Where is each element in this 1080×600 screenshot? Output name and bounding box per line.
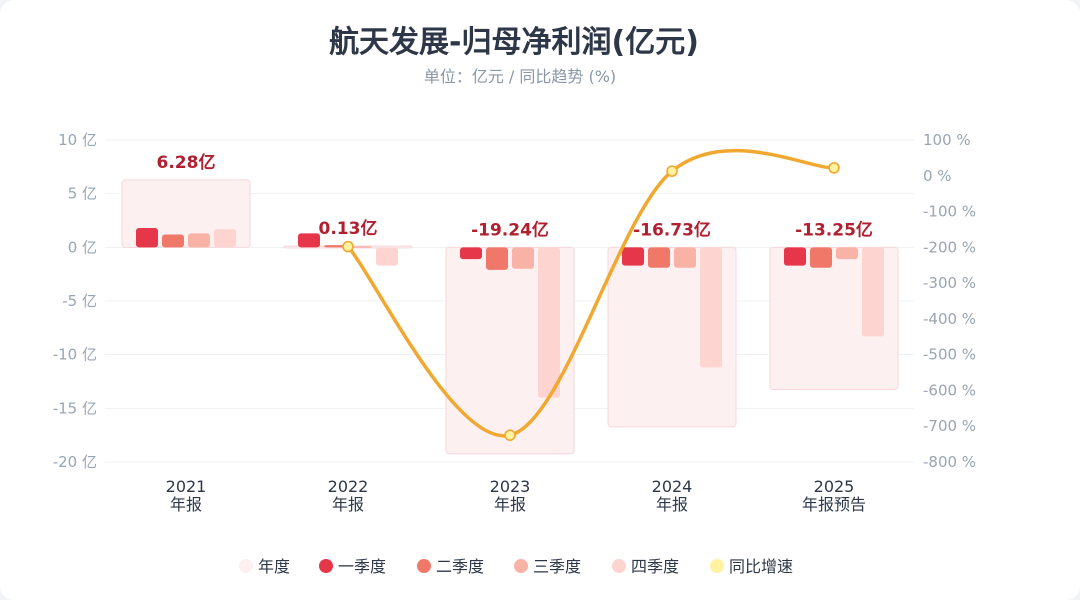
legend-item[interactable]: 年度 [239,557,290,576]
right-tick-label: -400 % [923,310,976,328]
right-tick-label: 100 % [923,131,971,149]
legend-item[interactable]: 同比增速 [710,557,793,576]
q1-bar [136,228,158,248]
legend-label: 同比增速 [729,557,793,576]
yoy-marker [666,165,678,177]
q3-bar [512,247,534,269]
q4-bar [538,247,560,398]
right-tick-label: -600 % [923,381,976,399]
q1-bar [298,233,320,248]
q3-bar [836,247,858,260]
yoy-line-group [342,148,840,441]
annual-value-label: -19.24亿 [471,219,549,240]
left-tick-label: -10 亿 [53,346,97,364]
x-tick-year: 2025 [814,477,855,496]
right-tick-label: -100 % [923,203,976,221]
legend-item[interactable]: 二季度 [417,557,484,576]
q4-bar [376,247,398,266]
legend-swatch [417,559,431,573]
q2-bar [486,247,508,270]
q1-bar [460,247,482,260]
legend-item[interactable]: 四季度 [612,557,679,576]
right-tick-label: -700 % [923,417,976,435]
right-tick-label: -200 % [923,238,976,256]
annual-labels: 6.28亿 0.13亿 -19.24亿 -16.73亿 -13.25亿 [157,152,873,240]
x-tick-sub: 年报 [170,495,202,514]
left-axis: 10 亿 5 亿 0 亿 -5 亿 -10 亿 -15 亿 -20 亿 [53,131,97,471]
x-tick-year: 2023 [490,477,531,496]
right-tick-label: -800 % [923,453,976,471]
right-axis: 100 % 0 % -100 % -200 % -300 % -400 % -500 % -6… [923,131,976,471]
legend-label: 三季度 [533,557,581,576]
q4-bar [862,247,884,337]
annual-value-label: -13.25亿 [795,219,873,240]
q1-bar [622,247,644,266]
legend-item[interactable]: 三季度 [514,557,581,576]
chart-title: 航天发展-归母净利润(亿元) [329,25,699,60]
q3-bar [674,247,696,268]
chart-subtitle: 单位：亿元 / 同比趋势 (%) [424,67,616,86]
right-tick-label: -300 % [923,274,976,292]
q3-bar [188,233,210,248]
bar-group [121,179,899,455]
annual-value-label: -16.73亿 [633,219,711,240]
x-tick-sub: 年报 [656,495,688,514]
left-tick-label: -5 亿 [62,292,97,310]
annual-value-label: 0.13亿 [319,218,378,239]
q1-bar [784,247,806,266]
left-tick-label: 10 亿 [58,131,97,149]
yoy-marker [342,240,354,253]
legend-swatch [612,559,626,573]
q4-bar [700,247,722,368]
q2-bar [162,234,184,248]
x-tick-sub: 年报 [332,495,364,514]
legend-label: 一季度 [338,557,386,576]
annual-value-label: 6.28亿 [157,152,216,173]
left-tick-label: 0 亿 [68,238,97,256]
x-tick-year: 2021 [166,477,207,496]
x-tick-sub: 年报 [494,495,526,514]
legend-label: 四季度 [631,557,679,576]
right-tick-label: -500 % [923,346,976,364]
q2-bar [810,247,832,268]
legend-swatch [319,559,333,573]
legend-label: 二季度 [436,557,484,576]
q3-bar [350,246,372,248]
yoy-marker [504,429,516,441]
left-tick-label: -15 亿 [53,399,97,417]
right-tick-label: 0 % [923,167,952,185]
legend: 年度 一季度 二季度 三季度 四季度 同比增速 [239,557,793,576]
left-tick-label: -20 亿 [53,453,97,471]
x-tick-year: 2022 [328,477,369,496]
yoy-line [346,148,836,438]
legend-swatch [710,559,724,573]
legend-swatch [514,559,528,573]
q2-bar [324,245,346,248]
left-tick-label: 5 亿 [68,185,97,203]
q4-bar [214,229,236,248]
legend-item[interactable]: 一季度 [319,557,386,576]
q2-bar [648,247,670,268]
x-tick-sub: 年报预告 [802,495,866,514]
x-tick-year: 2024 [652,477,693,496]
legend-label: 年度 [258,557,290,576]
legend-swatch [239,559,253,573]
yoy-marker [828,162,840,174]
